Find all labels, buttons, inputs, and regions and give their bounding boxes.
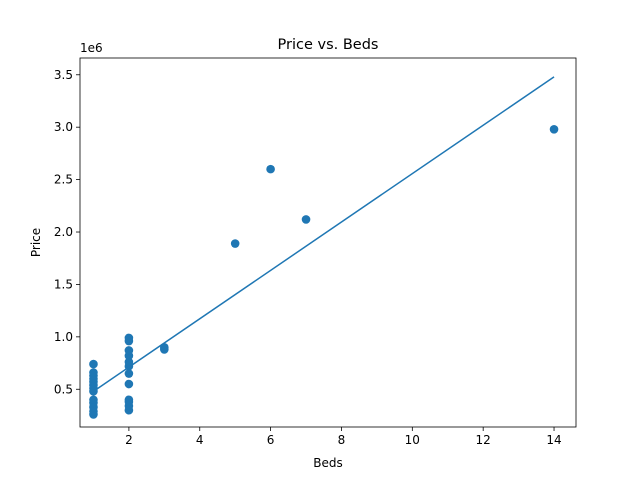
regression-line [93,76,555,392]
x-axis-label: Beds [313,456,342,470]
x-tick-label: 10 [405,433,420,447]
x-tick-label: 12 [476,433,491,447]
data-point [266,164,275,174]
data-point [124,357,134,367]
data-point [124,395,134,405]
data-point [89,395,98,405]
y-offset-label: 1e6 [80,41,103,55]
data-point [89,368,98,377]
x-tick-label: 4 [196,433,204,447]
data-point [301,215,311,224]
y-tick-label: 1.5 [54,277,73,291]
data-point [124,369,134,378]
x-tick-label: 2 [125,433,133,447]
data-point [89,359,98,369]
data-point [124,346,134,355]
x-axis: 2 4 6 8 10 12 14 [125,427,562,447]
x-tick-label: 6 [267,433,275,447]
y-axis: 0.5 1.0 1.5 2.0 2.5 3.0 3.5 [54,68,80,396]
y-tick-label: 2.0 [54,225,73,239]
data-point [124,379,134,389]
plot-area [89,76,559,419]
data-point [230,239,240,248]
chart-title: Price vs. Beds [278,37,379,53]
y-tick-label: 3.5 [54,68,73,82]
x-tick-label: 14 [546,433,561,447]
y-tick-label: 3.0 [54,120,73,134]
y-axis-label: Price [29,228,43,257]
y-tick-label: 0.5 [54,382,73,396]
data-point [124,333,134,343]
y-tick-label: 1.0 [54,330,73,344]
x-tick-label: 8 [338,433,346,447]
data-point [549,124,559,134]
y-tick-label: 2.5 [54,173,73,187]
plot-frame [79,57,577,428]
